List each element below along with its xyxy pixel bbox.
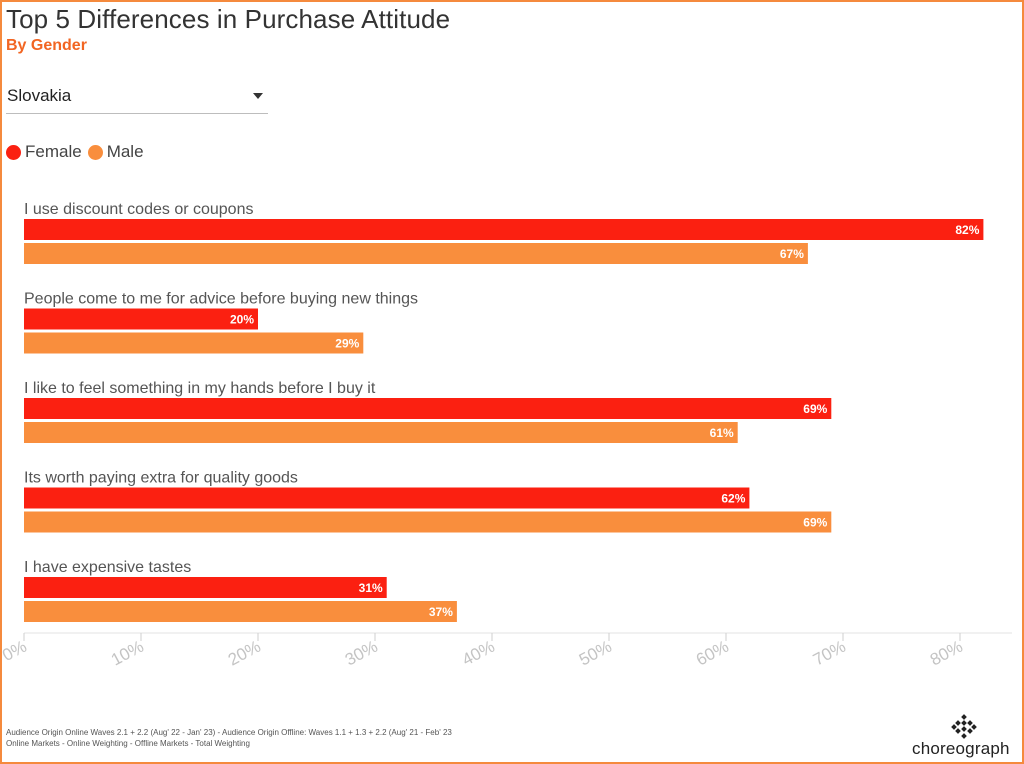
category-label: I have expensive tastes <box>24 559 191 576</box>
chevron-down-icon[interactable] <box>253 93 263 99</box>
bar-value-label: 29% <box>335 337 359 351</box>
bar-value-label: 37% <box>429 605 453 619</box>
legend-label-female: Female <box>25 142 82 161</box>
bar-value-label: 67% <box>780 247 804 261</box>
choreograph-logo-icon <box>951 714 977 739</box>
x-tick-label: 30% <box>342 637 381 670</box>
legend: Female Male <box>6 142 150 162</box>
x-tick-label: 70% <box>810 637 849 670</box>
x-tick-label: 20% <box>225 637 264 670</box>
country-dropdown[interactable]: Slovakia <box>6 82 268 114</box>
footnote-line-2: Online Markets - Online Weighting - Offl… <box>6 739 250 748</box>
category-label: I use discount codes or coupons <box>24 201 253 218</box>
legend-item-male[interactable]: Male <box>87 142 144 162</box>
bar-male <box>24 422 738 443</box>
female-dot-icon <box>6 144 21 160</box>
brand-name: choreograph <box>912 739 1010 758</box>
bar-female <box>24 398 832 419</box>
bar-value-label: 69% <box>803 402 827 416</box>
bar-value-label: 82% <box>955 223 979 237</box>
bar-value-label: 62% <box>721 492 745 506</box>
country-dropdown-value: Slovakia <box>7 86 72 105</box>
male-dot-icon <box>87 144 103 160</box>
bar-female <box>24 487 750 509</box>
source-footnote: Audience Origin Online Waves 2.1 + 2.2 (… <box>6 727 452 749</box>
x-tick-label: 80% <box>927 637 966 670</box>
x-tick-label: 60% <box>693 637 732 670</box>
page-title: Top 5 Differences in Purchase Attitude <box>6 4 451 34</box>
x-tick-label: 0% <box>0 637 30 665</box>
footnote-line-1: Audience Origin Online Waves 2.1 + 2.2 (… <box>6 728 452 737</box>
category-label: I like to feel something in my hands bef… <box>24 380 376 397</box>
bar-value-label: 61% <box>710 426 734 440</box>
legend-item-female[interactable]: Female <box>6 142 82 162</box>
bar-value-label: 20% <box>230 313 254 327</box>
bar-female <box>24 219 984 240</box>
bar-female <box>24 308 258 330</box>
bar-value-label: 69% <box>803 516 827 530</box>
page-subtitle: By Gender <box>6 37 87 54</box>
bar-male <box>24 243 808 264</box>
category-label: People come to me for advice before buyi… <box>24 291 418 308</box>
category-label: Its worth paying extra for quality goods <box>24 470 298 487</box>
brand-logo: choreograph <box>912 714 1020 760</box>
bar-male <box>24 511 832 533</box>
x-tick-label: 50% <box>576 637 615 670</box>
bar-male <box>24 601 457 622</box>
x-tick-label: 40% <box>459 637 498 670</box>
bar-female <box>24 577 387 598</box>
legend-label-male: Male <box>106 142 144 161</box>
bar-male <box>24 332 364 354</box>
x-tick-label: 10% <box>108 637 147 670</box>
bar-value-label: 31% <box>359 581 383 595</box>
